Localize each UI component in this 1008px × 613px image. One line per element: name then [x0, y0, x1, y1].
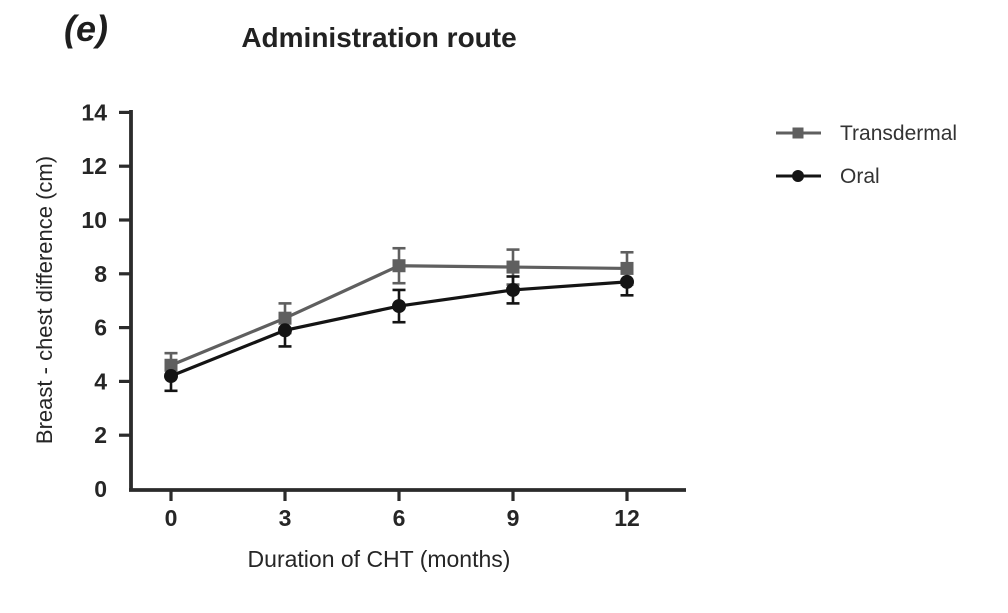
square-marker-icon	[792, 127, 804, 139]
x-tick-label: 12	[614, 505, 640, 531]
y-tick-label: 10	[81, 207, 107, 233]
y-tick-label: 14	[81, 99, 107, 125]
marker-square-transdermal	[278, 311, 292, 325]
x-tick-label: 3	[279, 505, 292, 531]
y-tick-label: 12	[81, 153, 107, 179]
y-tick-label: 2	[94, 422, 107, 448]
marker-circle-oral	[620, 274, 634, 289]
marker-circle-oral	[392, 299, 406, 314]
circle-marker-icon	[792, 170, 804, 182]
y-tick-label: 0	[94, 476, 107, 502]
legend-swatch-circle	[776, 170, 821, 182]
legend-label: Transdermal	[840, 121, 958, 145]
marker-square-transdermal	[506, 260, 520, 274]
x-tick-label: 9	[507, 505, 520, 531]
x-tick-label: 0	[165, 505, 178, 531]
panel-label: (e)	[64, 8, 108, 49]
x-axis-title: Duration of CHT (months)	[248, 546, 511, 572]
marker-square-transdermal	[620, 261, 634, 275]
marker-square-transdermal	[164, 358, 178, 372]
x-tick-label: 6	[393, 505, 406, 531]
legend-swatch-square	[776, 127, 821, 139]
y-tick-label: 4	[94, 368, 107, 394]
y-tick-label: 6	[94, 315, 107, 341]
marker-circle-oral	[164, 369, 178, 384]
legend-item-transdermal: Transdermal	[775, 118, 957, 148]
marker-circle-oral	[278, 323, 292, 338]
legend-label: Oral	[840, 164, 880, 188]
marker-circle-oral	[506, 282, 520, 297]
chart-title: Administration route	[241, 22, 517, 53]
legend-item-oral: Oral	[775, 161, 957, 191]
legend: Transdermal Oral	[775, 118, 957, 204]
y-tick-label: 8	[94, 261, 107, 287]
marker-square-transdermal	[392, 259, 406, 273]
y-axis-title: Breast - chest difference (cm)	[32, 156, 57, 444]
